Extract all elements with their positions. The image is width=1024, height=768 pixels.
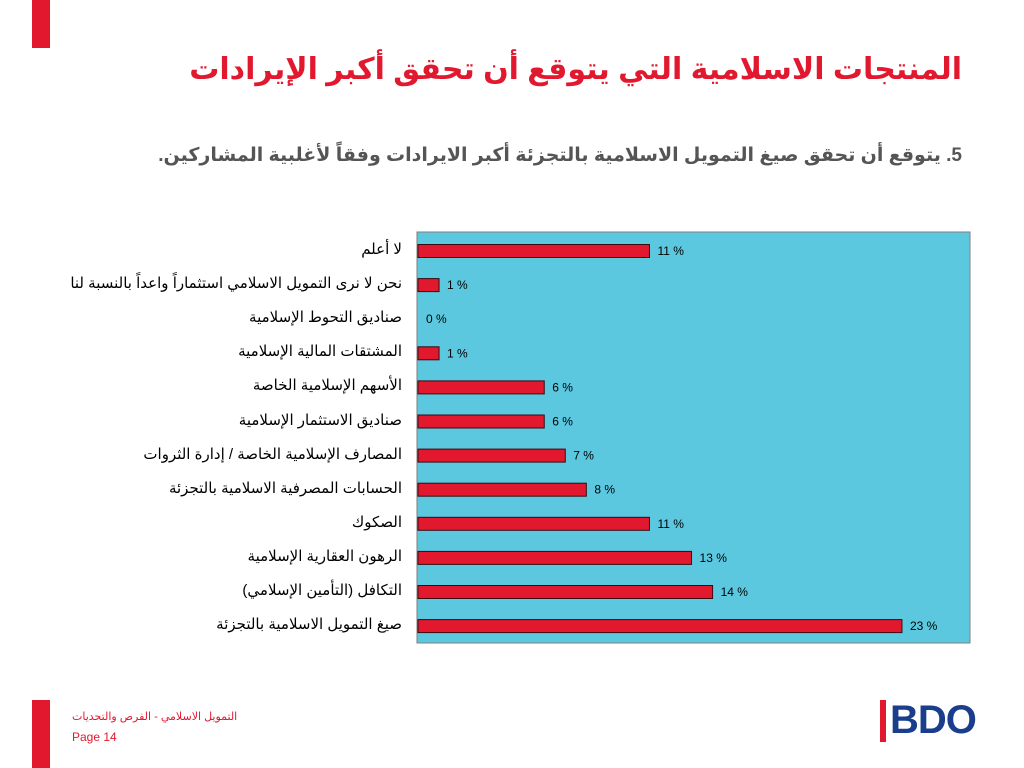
data-label-10: 14 %	[721, 585, 749, 599]
bars-group: 11 % 1 % 0 % 1 % 6 % 6 % 7 % 8 % 11 % 13 % 14 % 23 …	[417, 244, 938, 634]
category-label-6: المصارف الإسلامية الخاصة / إدارة الثروات	[143, 445, 402, 463]
category-label-0: لا أعلم	[361, 241, 402, 258]
bar-7	[417, 482, 587, 497]
slide-subtitle: 5. يتوقع أن تحقق صيغ التمويل الاسلامية ب…	[158, 145, 962, 166]
category-label-5: صناديق الاستثمار الإسلامية	[238, 411, 402, 429]
data-label-7: 8 %	[594, 483, 615, 497]
data-label-8: 11 %	[657, 517, 684, 531]
category-label-2: صناديق التحوط الإسلامية	[249, 309, 402, 327]
bar-1	[417, 278, 440, 293]
data-label-1: 1 %	[447, 278, 468, 292]
category-label-9: الرهون العقارية الإسلامية	[247, 547, 402, 565]
bar-10	[417, 585, 714, 599]
data-label-0: 11 %	[657, 244, 684, 258]
bar-8	[417, 516, 650, 531]
bar-3	[417, 346, 440, 361]
category-label-10: التكافل (التأمين الإسلامي)	[242, 582, 402, 599]
data-label-2: 0 %	[426, 312, 447, 326]
bar-6	[417, 448, 566, 463]
top-accent-bar	[32, 0, 50, 48]
data-label-6: 7 %	[573, 449, 594, 463]
category-label-3: المشتقات المالية الإسلامية	[238, 343, 402, 361]
category-label-11: صيغ التمويل الاسلامية بالتجزئة	[216, 616, 402, 634]
data-label-4: 6 %	[552, 380, 573, 394]
logo-mark	[880, 700, 886, 742]
data-label-9: 13 %	[700, 551, 728, 565]
footer-title: التمويل الاسلامي - الفرص والتحديات	[72, 711, 238, 723]
category-label-8: الصكوك	[351, 513, 402, 531]
plot-area	[416, 231, 971, 644]
bar-11	[417, 619, 903, 634]
bar-5	[417, 414, 545, 429]
category-label-4: الأسهم الإسلامية الخاصة	[252, 377, 402, 395]
category-label-1: نحن لا نرى التمويل الاسلامي استثماراً وا…	[70, 275, 402, 293]
category-label-7: الحسابات المصرفية الاسلامية بالتجزئة	[168, 479, 402, 497]
logo-text: BDO	[890, 698, 977, 742]
data-label-5: 6 %	[552, 415, 573, 429]
bdo-logo: BDO	[880, 698, 992, 742]
bar-9	[417, 550, 693, 565]
bar-4	[417, 380, 545, 395]
page-number: Page 14	[72, 730, 117, 744]
data-label-11: 23 %	[910, 619, 938, 633]
slide-title: المنتجات الاسلامية التي يتوقع أن تحقق أك…	[189, 53, 962, 86]
data-label-3: 1 %	[447, 346, 468, 360]
bar-0	[417, 244, 650, 258]
bottom-accent-bar	[32, 700, 50, 768]
